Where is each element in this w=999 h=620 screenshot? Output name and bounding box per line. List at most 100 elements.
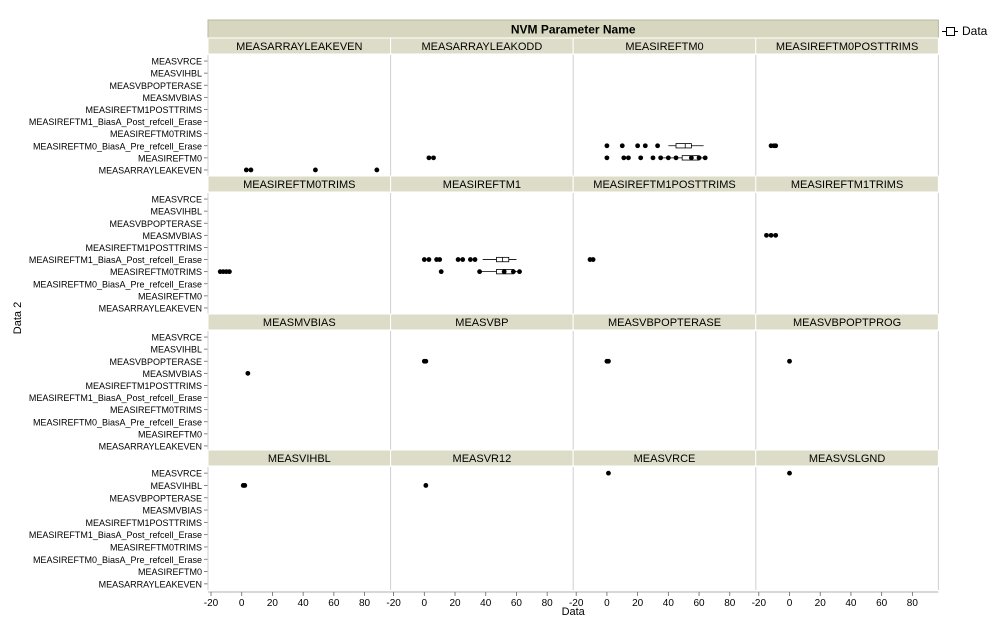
data-point xyxy=(477,269,482,275)
data-point xyxy=(426,155,432,161)
data-point xyxy=(642,143,648,149)
data-point xyxy=(248,167,254,173)
x-tick-label: -20 xyxy=(752,598,767,609)
x-tick-label: 20 xyxy=(267,598,279,609)
y-tick-label: MEASIREFTM0 xyxy=(138,567,202,577)
data-point xyxy=(423,483,429,488)
data-point xyxy=(635,143,641,149)
legend-box-plot-icon xyxy=(942,25,958,37)
data-point xyxy=(590,257,596,262)
y-tick-label: MEASARRAYLEAKEVEN xyxy=(99,303,202,313)
x-tick-label: 80 xyxy=(907,598,919,609)
y-tick-label: MEASIREFTM0 xyxy=(138,291,202,301)
x-tick-label: 40 xyxy=(480,598,492,609)
x-tick-label: 20 xyxy=(815,598,827,609)
panel-title: MEASVRCE xyxy=(634,453,696,465)
y-tick-label: MEASARRAYLEAKEVEN xyxy=(99,579,202,589)
data-point xyxy=(650,155,656,161)
data-point xyxy=(467,257,473,262)
y-tick-label: MEASMVBIAS xyxy=(142,369,202,379)
y-tick-label: MEASMVBIAS xyxy=(142,506,202,516)
data-point xyxy=(431,155,436,161)
x-tick-label: 80 xyxy=(724,598,736,609)
data-point xyxy=(787,358,792,364)
y-tick-label: MEASVIHBL xyxy=(150,345,202,355)
y-tick-label: MEASIREFTM0_BiasA_Pre_refcell_Erase xyxy=(33,417,202,427)
data-point xyxy=(606,358,611,364)
data-point xyxy=(673,155,679,161)
panel-title: MEASIREFTM0TRIMS xyxy=(243,179,355,191)
legend-label: Data xyxy=(962,24,988,38)
data-point xyxy=(764,232,769,238)
panel-header xyxy=(755,175,939,193)
y-tick-label: MEASIREFTM1_BiasA_Post_refcell_Erase xyxy=(29,393,202,403)
y-tick-label: MEASIREFTM0 xyxy=(138,429,202,439)
data-point xyxy=(604,155,610,161)
y-tick-label: MEASIREFTM1_BiasA_Post_refcell_Erase xyxy=(29,255,202,265)
data-point xyxy=(374,167,380,173)
data-point xyxy=(243,167,249,173)
x-tick-label: 20 xyxy=(449,598,461,609)
panel-title: MEASVBPOPTPROG xyxy=(793,317,901,329)
panel-header xyxy=(755,37,939,55)
panel-title: MEASVBPOPTERASE xyxy=(608,317,721,329)
x-tick-label: 60 xyxy=(876,598,888,609)
panel-title: MEASIREFTM0POSTTRIMS xyxy=(776,41,918,53)
x-tick-label: 0 xyxy=(239,598,245,609)
y-tick-label: MEASIREFTM1POSTTRIMS xyxy=(85,518,202,528)
panel-title: MEASARRAYLEAKODD xyxy=(421,41,542,53)
panel-title: MEASVR12 xyxy=(453,453,512,465)
data-point xyxy=(472,257,478,262)
data-point xyxy=(606,470,611,476)
panel-title: MEASMVBIAS xyxy=(263,317,336,329)
panel-title: MEASVSLGND xyxy=(809,453,885,465)
data-point xyxy=(421,257,427,262)
y-tick-label: MEASMVBIAS xyxy=(142,93,202,103)
y-tick-label: MEASVIHBL xyxy=(150,207,202,217)
data-point xyxy=(787,470,792,476)
data-point xyxy=(658,155,664,161)
y-tick-label: MEASIREFTM1POSTTRIMS xyxy=(85,243,202,253)
legend[interactable]: Data xyxy=(942,24,987,38)
data-point xyxy=(437,257,443,262)
data-point xyxy=(702,155,708,161)
y-tick-label: MEASIREFTM1POSTTRIMS xyxy=(85,105,202,115)
chart-title: NVM Parameter Name xyxy=(511,23,636,37)
x-tick-label: 40 xyxy=(298,598,310,609)
y-tick-label: MEASVBPOPTERASE xyxy=(109,219,202,229)
x-tick-label: 40 xyxy=(663,598,675,609)
y-tick-label: MEASVRCE xyxy=(151,333,202,343)
data-point xyxy=(696,155,702,161)
data-point xyxy=(455,257,461,262)
panel-title: MEASARRAYLEAKEVEN xyxy=(236,41,362,53)
panel-header xyxy=(755,313,939,331)
x-tick-label: 60 xyxy=(328,598,340,609)
data-point xyxy=(619,143,625,149)
data-point xyxy=(460,257,466,262)
y-tick-label: MEASIREFTM0TRIMS xyxy=(110,542,202,552)
data-point xyxy=(665,155,671,161)
data-point xyxy=(688,155,694,161)
y-tick-label: MEASIREFTM0_BiasA_Pre_refcell_Erase xyxy=(33,555,202,565)
data-point xyxy=(423,358,429,364)
y-tick-label: MEASIREFTM0TRIMS xyxy=(110,405,202,415)
x-tick-label: -20 xyxy=(204,598,219,609)
y-tick-label: MEASARRAYLEAKEVEN xyxy=(99,165,202,175)
data-point xyxy=(242,483,248,488)
x-axis-title: Data xyxy=(562,606,586,618)
data-point xyxy=(517,269,522,275)
y-tick-label: MEASARRAYLEAKEVEN xyxy=(99,441,202,451)
panel-title: MEASIREFTM1POSTTRIMS xyxy=(593,179,735,191)
y-tick-label: MEASVRCE xyxy=(151,195,202,205)
y-tick-label: MEASIREFTM1_BiasA_Post_refcell_Erase xyxy=(29,530,202,540)
data-point xyxy=(501,269,507,275)
y-tick-label: MEASIREFTM1POSTTRIMS xyxy=(85,381,202,391)
x-tick-label: 0 xyxy=(604,598,610,609)
y-tick-label: MEASVIHBL xyxy=(150,481,202,491)
data-point xyxy=(773,143,779,149)
data-point xyxy=(426,257,432,262)
box-iqr xyxy=(675,143,692,149)
y-tick-label: MEASIREFTM0_BiasA_Pre_refcell_Erase xyxy=(33,141,202,151)
y-tick-label: MEASIREFTM0TRIMS xyxy=(110,267,202,277)
